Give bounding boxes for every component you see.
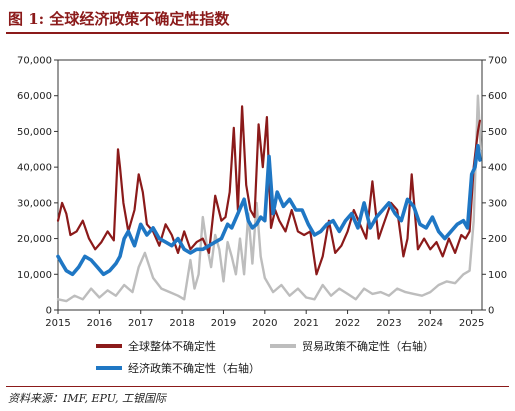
x-axis-tick-label: 2021 — [293, 318, 318, 329]
left-axis-tick-label: 10,000 — [17, 270, 52, 281]
left-axis-tick-label: 60,000 — [17, 91, 52, 102]
tick-labels: 0 10,000 20,000 30,000 40,000 50,000 60,000 70,… — [17, 56, 507, 330]
right-axis-tick-label: 400 — [488, 163, 507, 174]
right-axis-tick-label: 500 — [488, 127, 507, 138]
left-axis-tick-label: 20,000 — [17, 234, 52, 245]
plot-frame — [57, 59, 483, 311]
legend-item-trade: 贸易政策不确定性（右轴） — [270, 338, 434, 354]
right-axis-tick-label: 0 — [488, 306, 494, 317]
x-axis-tick-label: 2022 — [335, 318, 360, 329]
legend-item-economic: 经济政策不确定性（右轴） — [96, 360, 260, 376]
left-axis-tick-label: 70,000 — [17, 56, 52, 67]
right-axis-tick-label: 100 — [488, 270, 507, 281]
series-trade-policy — [56, 94, 482, 303]
x-axis-tick-label: 2015 — [45, 318, 70, 329]
left-axis-tick-label: 50,000 — [17, 127, 52, 138]
right-axis-tick-label: 700 — [488, 56, 507, 67]
series-global-uncertainty — [56, 105, 481, 276]
right-axis-tick-label: 200 — [488, 234, 507, 245]
source-divider — [6, 386, 509, 387]
legend-swatch-economic — [96, 366, 122, 370]
left-axis-tick-label: 30,000 — [17, 198, 52, 209]
series-line-global-uncertainty — [56, 105, 481, 276]
x-axis-tick-label: 2019 — [211, 318, 236, 329]
left-axis-tick-label: 0 — [46, 306, 52, 317]
chart-title: 图 1: 全球经济政策不确定性指数 — [8, 10, 230, 28]
x-axis-tick-label: 2018 — [169, 318, 194, 329]
series-line-trade-policy — [56, 94, 482, 303]
x-axis-tick-label: 2016 — [87, 318, 112, 329]
legend-item-global: 全球整体不确定性 — [96, 338, 216, 354]
legend-label-economic: 经济政策不确定性（右轴） — [128, 362, 260, 375]
legend-label-global: 全球整体不确定性 — [128, 340, 216, 353]
x-axis-tick-label: 2020 — [252, 318, 277, 329]
legend: 全球整体不确定性 贸易政策不确定性（右轴） 经济政策不确定性（右轴） — [96, 336, 506, 376]
series-economic-policy — [56, 143, 482, 277]
right-axis-tick-label: 600 — [488, 91, 507, 102]
legend-swatch-trade — [270, 344, 296, 348]
x-axis-tick-label: 2017 — [128, 318, 153, 329]
x-axis-tick-label: 2024 — [418, 318, 443, 329]
x-axis-tick-label: 2025 — [459, 318, 484, 329]
x-axis-tick-label: 2023 — [376, 318, 401, 329]
title-bar: 图 1: 全球经济政策不确定性指数 — [6, 6, 509, 34]
right-axis-tick-label: 300 — [488, 198, 507, 209]
legend-swatch-global — [96, 344, 122, 348]
series-line-economic-policy — [56, 143, 482, 277]
source-note: 资料来源：IMF, EPU, 工银国际 — [8, 392, 167, 405]
axes — [54, 59, 486, 314]
legend-label-trade: 贸易政策不确定性（右轴） — [302, 340, 434, 353]
left-axis-tick-label: 40,000 — [17, 163, 52, 174]
